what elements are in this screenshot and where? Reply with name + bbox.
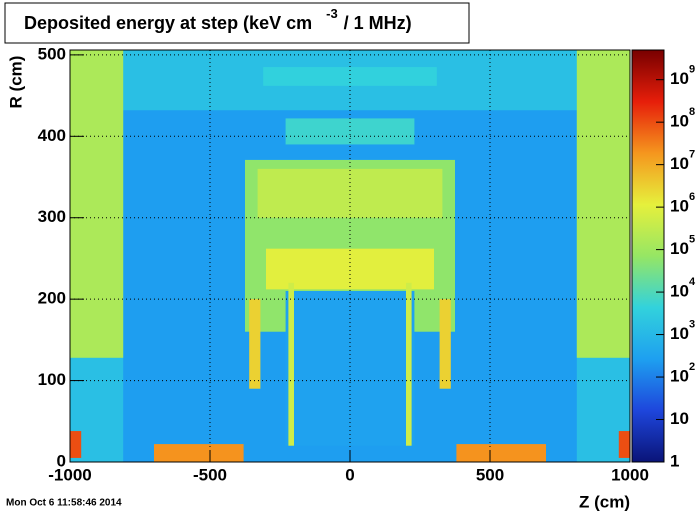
heatmap-cell	[154, 444, 244, 462]
z-tick-label: 10	[670, 409, 689, 428]
y-tick-label: 0	[57, 451, 66, 470]
heatmap-cell	[576, 50, 630, 358]
title-suffix: / 1 MHz)	[344, 13, 412, 33]
y-tick-label: 500	[38, 44, 66, 63]
x-tick-label: -500	[193, 465, 227, 484]
z-tick-label: 10	[670, 197, 689, 216]
heatmap-cell	[288, 282, 294, 446]
heatmap-cell	[249, 299, 261, 389]
heatmap-cell	[456, 444, 546, 462]
timestamp: Mon Oct 6 11:58:46 2014	[6, 498, 122, 509]
heatmap	[70, 50, 630, 462]
x-axis-label: Z (cm)	[579, 492, 630, 511]
x-tick-label: -1000	[48, 465, 91, 484]
y-tick-label: 400	[38, 126, 66, 145]
title-main: Deposited energy at step (keV cm	[24, 13, 312, 33]
z-tick-label: 10	[670, 367, 689, 386]
z-tick-label: 1	[670, 451, 679, 470]
z-tick-label: 10	[670, 324, 689, 343]
z-tick-exponent: 6	[689, 191, 695, 203]
z-tick-exponent: 8	[689, 106, 695, 118]
heatmap-cell	[618, 431, 630, 458]
y-tick-label: 100	[38, 370, 66, 389]
z-tick-exponent: 7	[689, 149, 695, 161]
title-box	[4, 2, 470, 44]
heatmap-cell	[406, 282, 412, 446]
plot-frame	[69, 49, 631, 463]
y-axis-label: R (cm)	[6, 56, 25, 109]
heatmap-cell	[439, 299, 451, 389]
x-tick-label: 500	[476, 465, 504, 484]
y-tick-label: 200	[38, 289, 66, 308]
x-tick-label: 1000	[611, 465, 649, 484]
z-tick-label: 10	[670, 154, 689, 173]
heatmap-cell	[285, 291, 415, 446]
z-tick-label: 10	[670, 69, 689, 88]
heatmap-cell	[70, 431, 82, 458]
z-tick-label: 10	[670, 282, 689, 301]
y-tick-label: 300	[38, 207, 66, 226]
z-tick-exponent: 4	[689, 276, 696, 288]
z-tick-exponent: 9	[689, 64, 695, 76]
color-bar	[631, 49, 665, 463]
x-tick-label: 0	[345, 465, 354, 484]
z-tick-label: 10	[670, 239, 689, 258]
heatmap-cell	[70, 50, 124, 358]
z-tick-exponent: 2	[689, 361, 695, 373]
heatmap-cell	[257, 168, 443, 218]
z-tick-exponent: 3	[689, 318, 695, 330]
heatmap-cell	[263, 67, 437, 86]
title-exponent: -3	[326, 6, 338, 21]
z-tick-exponent: 5	[689, 234, 695, 246]
chart-title: Deposited energy at step (keV cm -3 / 1 MH…	[24, 6, 412, 32]
z-tick-label: 10	[670, 112, 689, 131]
